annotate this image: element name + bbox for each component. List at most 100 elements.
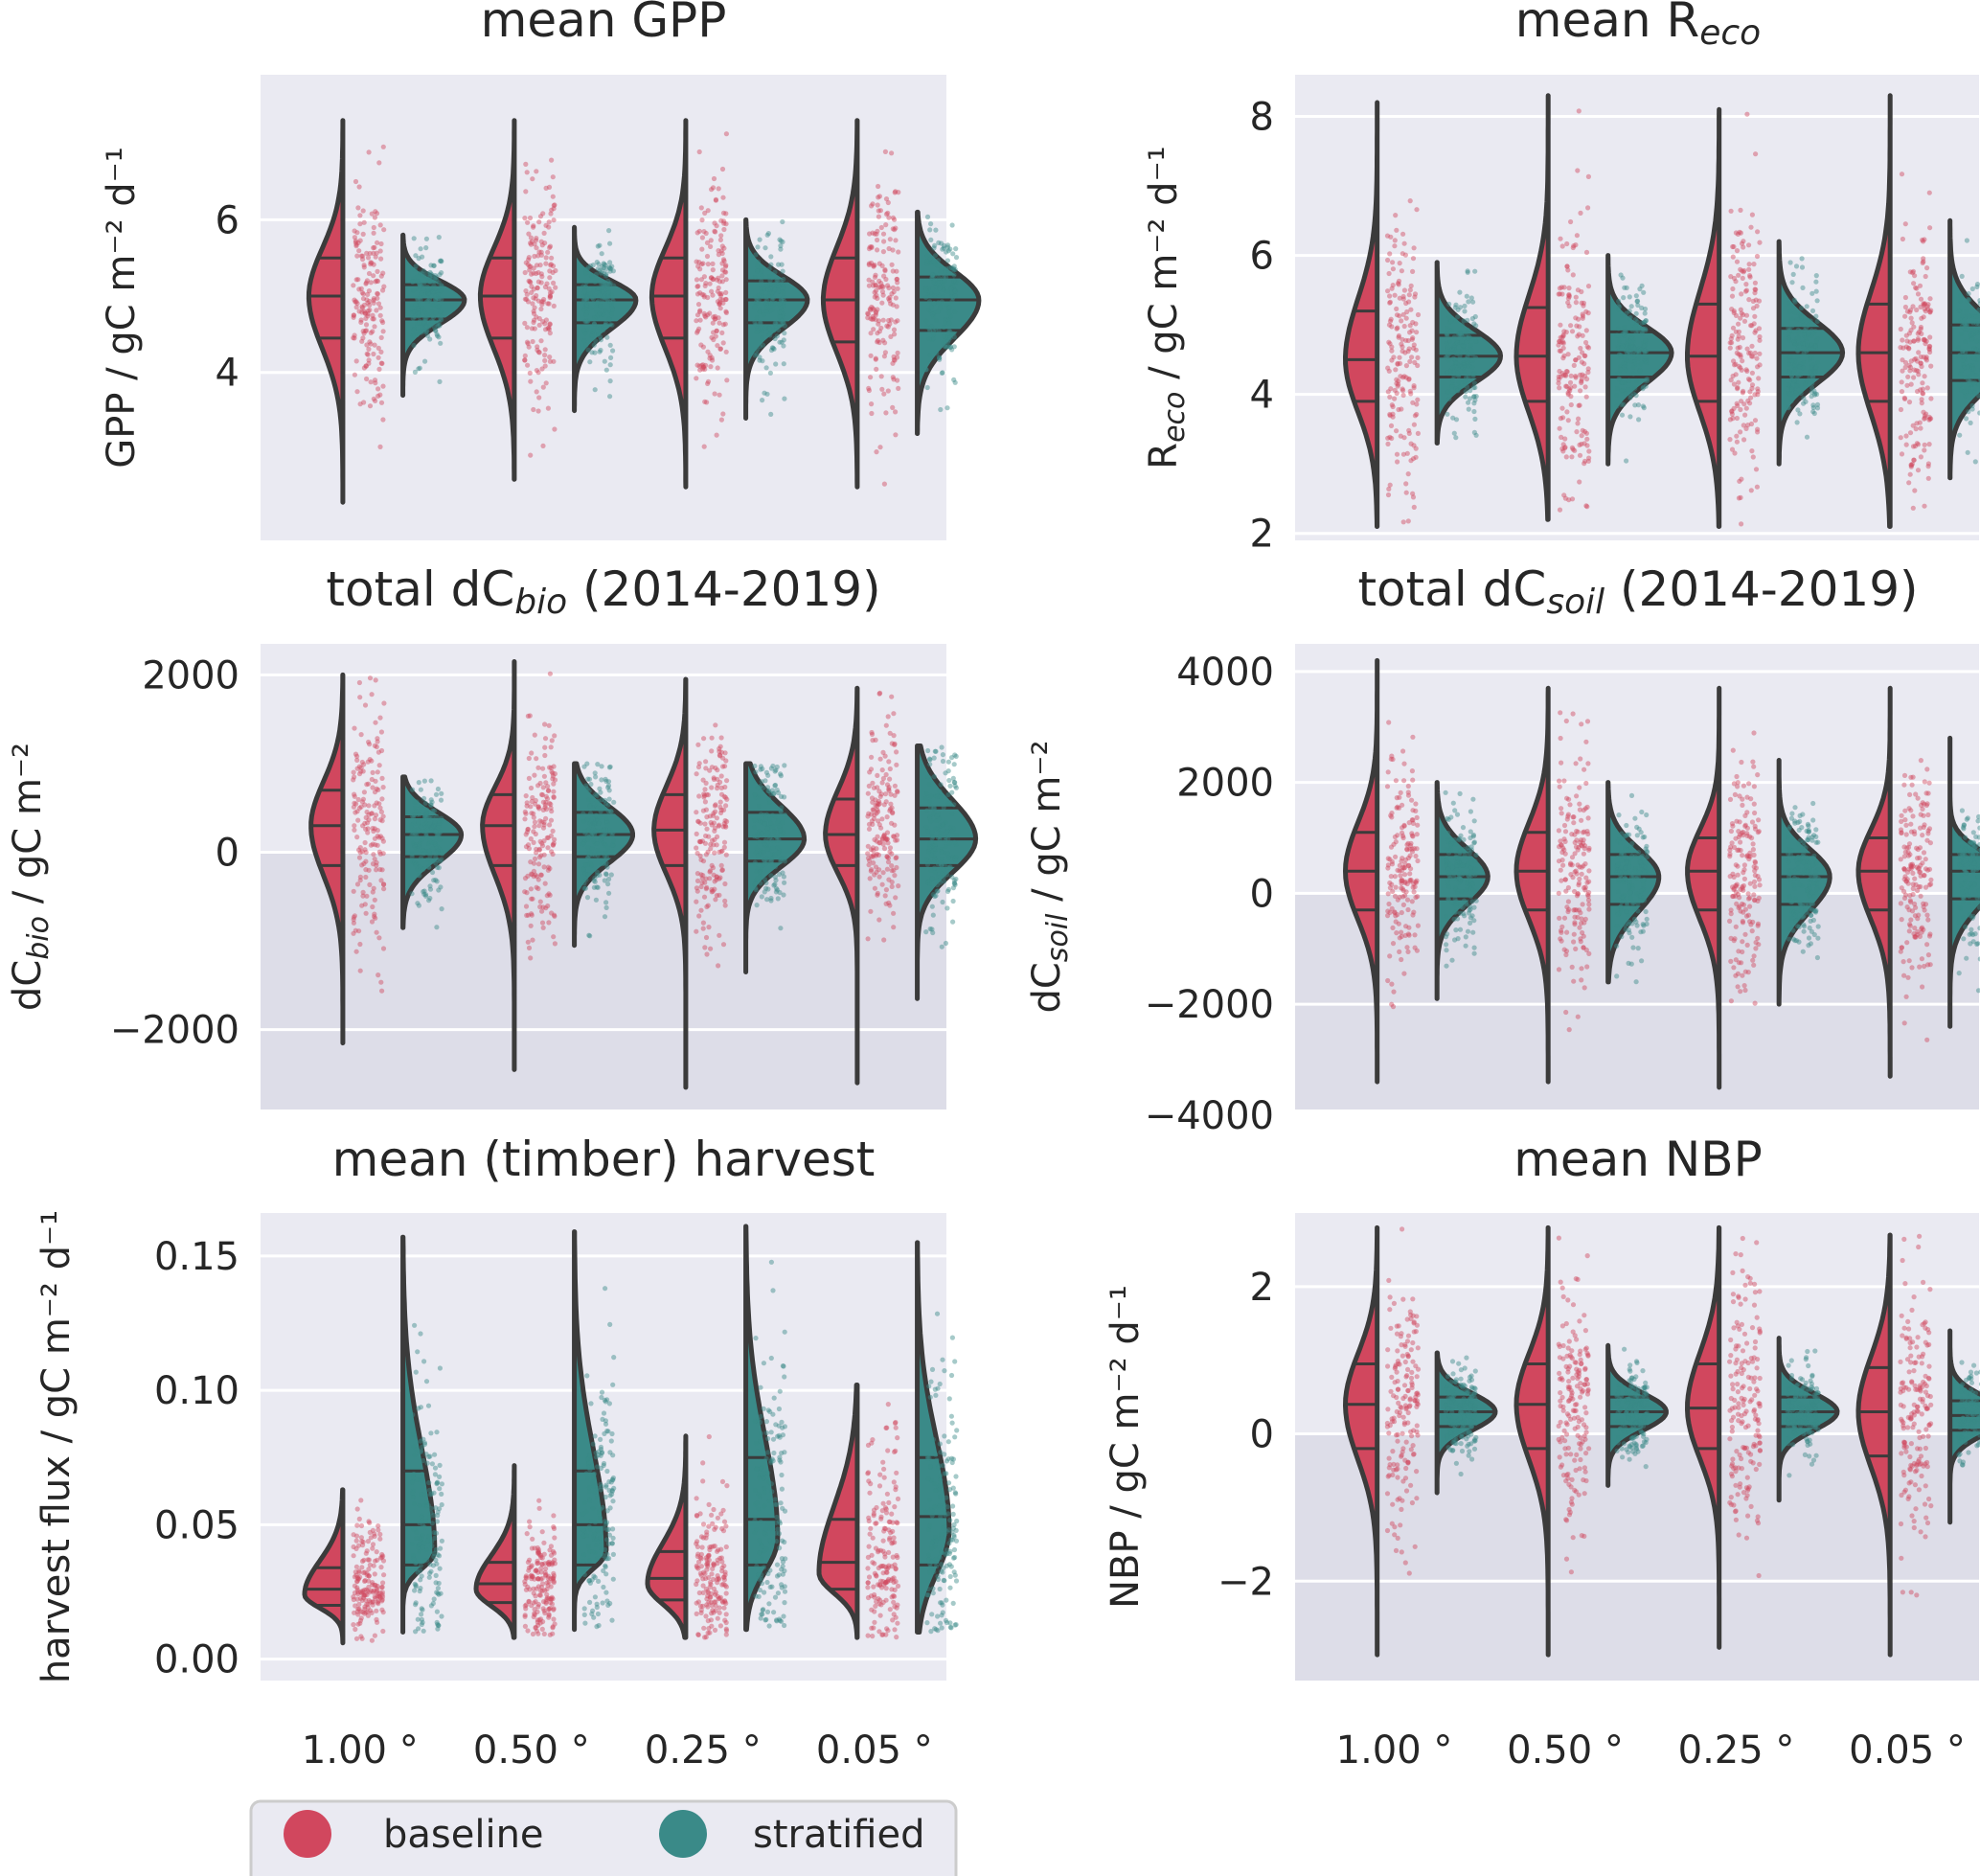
data-point [893, 895, 899, 901]
data-point [1900, 357, 1905, 363]
data-point [934, 318, 940, 324]
data-point [1902, 304, 1908, 310]
data-point [1584, 436, 1590, 442]
data-point [720, 210, 727, 216]
data-point [752, 763, 758, 769]
data-point [1453, 302, 1459, 308]
data-point [777, 889, 783, 896]
data-point [872, 231, 877, 237]
data-point [709, 355, 715, 361]
data-point [1585, 897, 1592, 904]
data-point [607, 299, 613, 305]
data-point [603, 904, 609, 911]
data-point [530, 176, 535, 182]
data-point [353, 751, 359, 757]
data-point [1557, 915, 1562, 921]
data-point [525, 362, 531, 368]
data-point [1472, 268, 1478, 274]
data-point [936, 300, 942, 306]
data-point [377, 392, 383, 398]
data-point [366, 739, 372, 745]
data-point [551, 781, 557, 787]
data-point [1735, 231, 1741, 237]
data-point [932, 893, 938, 900]
data-point [535, 408, 541, 414]
data-point [1750, 354, 1756, 359]
data-point [1415, 858, 1421, 864]
data-point [1973, 373, 1979, 378]
data-point [708, 841, 714, 847]
data-point [430, 289, 436, 295]
data-point [428, 286, 434, 293]
data-point [1736, 379, 1741, 385]
data-point [768, 766, 775, 771]
data-point [710, 261, 716, 266]
data-point [694, 845, 699, 851]
data-point [364, 351, 370, 356]
data-point [376, 386, 381, 392]
data-point [543, 261, 549, 266]
data-point [927, 328, 933, 334]
data-point [1732, 450, 1738, 456]
data-point [885, 388, 891, 394]
data-point [606, 228, 612, 234]
data-point [435, 332, 441, 339]
data-point [581, 297, 588, 303]
data-point [758, 326, 763, 332]
data-point [777, 237, 783, 242]
data-point [1619, 934, 1625, 940]
data-point [367, 881, 373, 888]
data-point [719, 273, 725, 279]
data-point [766, 325, 772, 331]
data-point [1387, 394, 1393, 400]
data-point [583, 303, 590, 309]
data-point [603, 296, 609, 302]
data-point [1755, 426, 1761, 432]
data-point [700, 873, 706, 879]
data-point [1566, 796, 1572, 802]
data-point [753, 294, 759, 300]
data-point [580, 328, 586, 333]
data-point [553, 267, 558, 274]
data-point [523, 260, 529, 265]
data-point [1466, 351, 1471, 356]
data-point [1740, 390, 1745, 396]
data-point [1630, 364, 1636, 371]
data-point [708, 364, 714, 370]
data-point [1902, 294, 1908, 301]
data-point [709, 748, 715, 754]
data-point [431, 303, 437, 309]
data-point [532, 305, 537, 310]
data-point [411, 287, 417, 293]
data-point [360, 889, 366, 896]
data-point [361, 331, 367, 336]
data-point [603, 263, 608, 268]
data-point [895, 350, 900, 355]
data-point [415, 310, 421, 316]
data-point [431, 324, 437, 330]
data-point [543, 222, 549, 228]
data-point [369, 211, 375, 217]
data-point [944, 244, 950, 250]
data-point [547, 358, 554, 364]
data-point [1754, 303, 1760, 309]
data-point [1641, 289, 1647, 295]
data-point [609, 305, 615, 310]
data-point [601, 261, 606, 266]
data-point [1558, 348, 1564, 354]
data-point [1963, 309, 1969, 314]
data-point [1643, 337, 1649, 343]
data-point [722, 898, 728, 904]
data-point [552, 426, 558, 432]
data-point [700, 920, 707, 926]
data-point [1570, 711, 1576, 717]
data-point [374, 211, 380, 217]
data-point [607, 342, 613, 348]
data-point [1459, 363, 1465, 370]
data-point [885, 714, 891, 720]
data-point [782, 396, 787, 401]
data-point [927, 881, 933, 886]
data-point [1634, 299, 1640, 305]
data-point [1922, 447, 1927, 453]
data-point [773, 767, 779, 773]
